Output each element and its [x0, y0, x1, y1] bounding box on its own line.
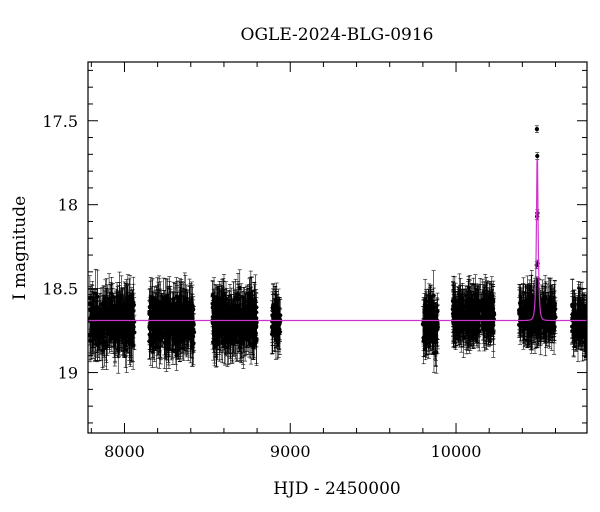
data-point	[95, 309, 101, 353]
plot-frame	[87, 61, 588, 434]
data-point	[99, 318, 104, 344]
x-tick-label: 8000	[104, 442, 145, 461]
peak-data-point	[534, 125, 540, 133]
peak-data-point	[535, 152, 540, 160]
data-point	[128, 289, 133, 330]
x-axis-label: HJD - 2450000	[273, 479, 401, 499]
x-tick-label: 9000	[270, 442, 311, 461]
data-point	[116, 325, 121, 374]
data-point	[103, 325, 109, 361]
chart-title: OGLE-2024-BLG-0916	[241, 25, 434, 45]
data-point	[100, 287, 105, 335]
data-point	[131, 292, 136, 318]
data-point	[107, 304, 113, 342]
y-tick-label: 17.5	[42, 112, 78, 131]
y-axis-label: I magnitude	[10, 196, 30, 300]
axis-ticks: 8000 9000 10000 17.5 18 18.5 19	[42, 62, 587, 461]
data-point	[116, 309, 121, 338]
y-tick-label: 18.5	[42, 280, 78, 299]
data-point	[122, 331, 127, 357]
data-point	[105, 301, 110, 356]
data-marks	[88, 125, 587, 374]
data-point	[102, 295, 107, 324]
data-point	[95, 295, 100, 334]
data-point	[119, 275, 124, 320]
y-tick-label: 19	[58, 364, 78, 383]
data-point	[109, 292, 115, 339]
y-tick-label: 18	[58, 196, 78, 215]
data-point	[112, 316, 117, 358]
x-tick-label: 10000	[431, 442, 482, 461]
